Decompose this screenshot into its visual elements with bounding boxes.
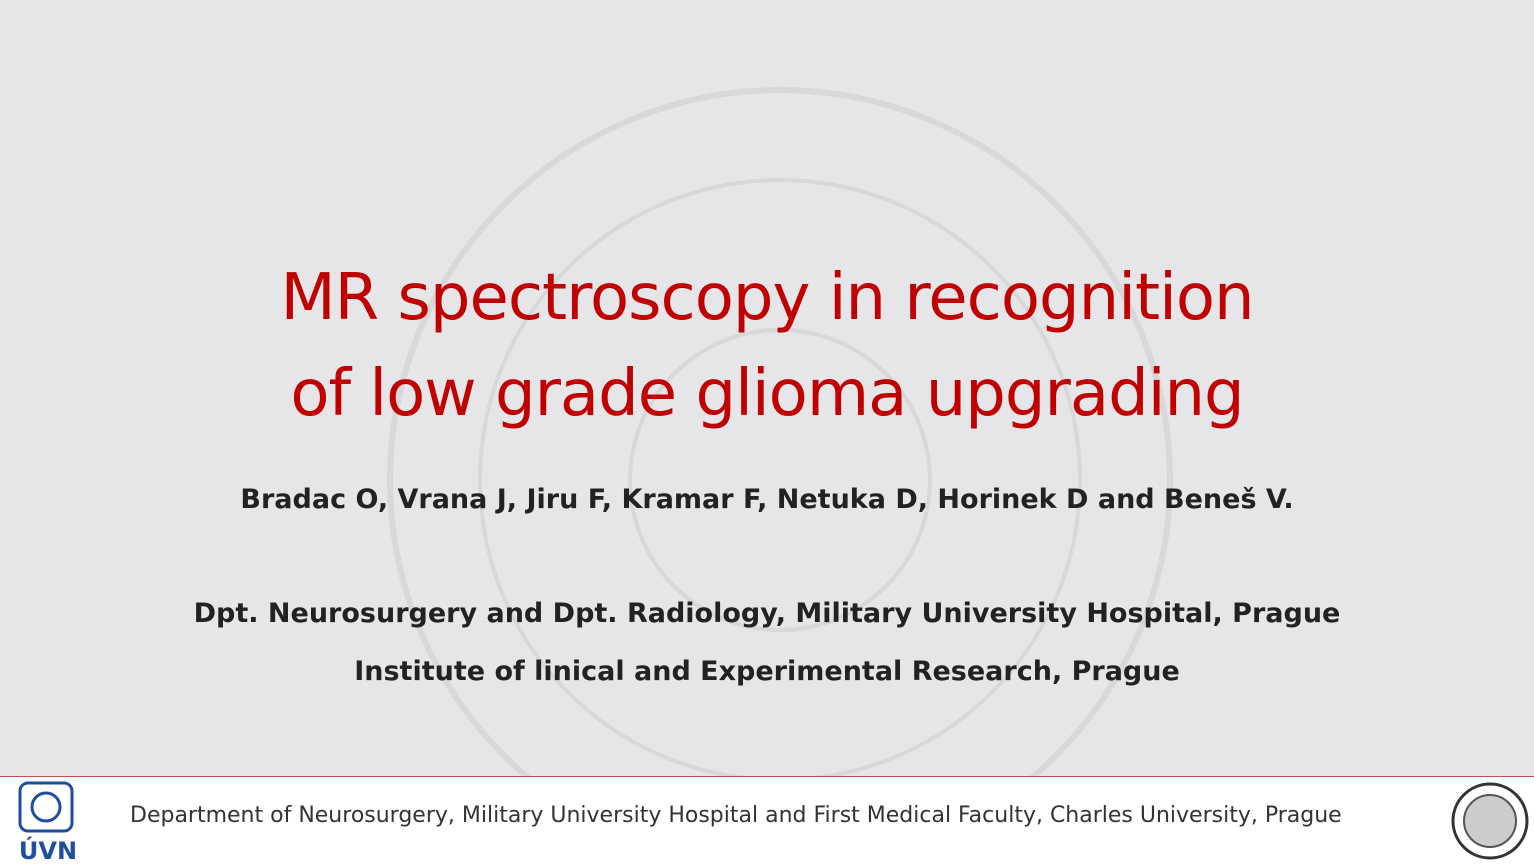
uvn-logo: ÚVN — [18, 781, 77, 863]
university-seal — [1451, 782, 1529, 860]
title-line: of low grade glioma upgrading — [290, 357, 1244, 431]
title: MR spectroscopy in recognition of low gr… — [0, 250, 1534, 442]
authors: Bradac O, Vrana J, Jiru F, Kramar F, Net… — [240, 484, 1294, 515]
logo-text: ÚVN — [19, 835, 77, 863]
footer-text: Department of Neurosurgery, Military Uni… — [130, 803, 1342, 828]
footer: ÚVN Department of Neurosurgery, Military… — [0, 776, 1534, 864]
background-ornament — [387, 87, 1173, 776]
affiliation: Dpt. Neurosurgery and Dpt. Radiology, Mi… — [193, 598, 1341, 629]
affiliation: Institute of linical and Experimental Re… — [354, 656, 1180, 687]
title-line: MR spectroscopy in recognition — [280, 261, 1254, 335]
